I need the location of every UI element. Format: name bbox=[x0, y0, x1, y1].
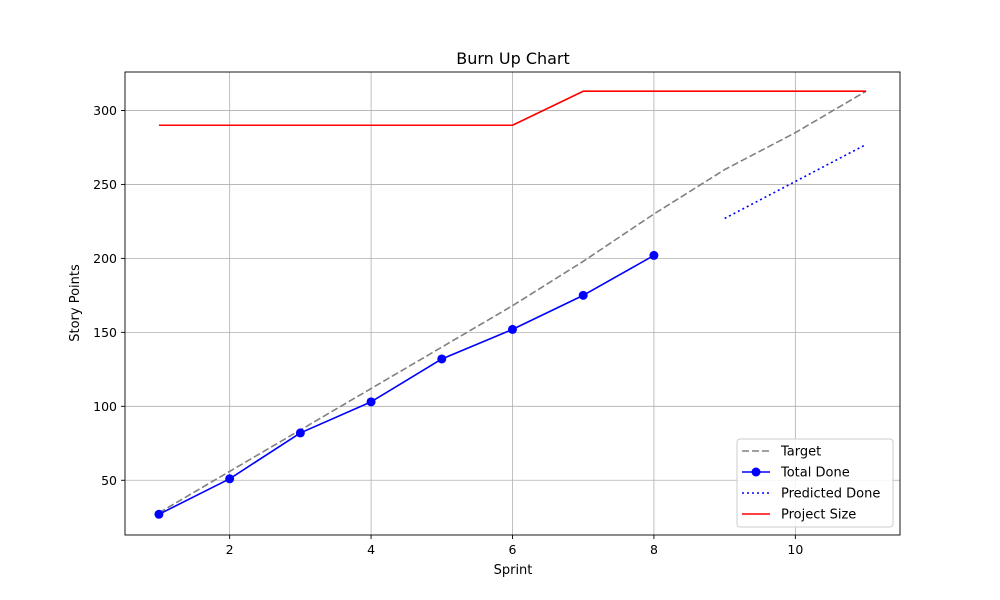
y-tick-label: 150 bbox=[93, 325, 117, 340]
y-tick-label: 200 bbox=[93, 251, 117, 266]
x-tick-label: 2 bbox=[226, 542, 234, 557]
y-tick-label: 100 bbox=[93, 399, 117, 414]
data-point-total-done bbox=[578, 290, 588, 300]
chart-title: Burn Up Chart bbox=[456, 49, 570, 68]
data-point-total-done bbox=[508, 324, 517, 334]
data-point-total-done bbox=[366, 397, 376, 407]
data-point-total-done bbox=[295, 428, 305, 438]
data-point-total-done bbox=[225, 474, 235, 484]
data-point-total-done bbox=[437, 354, 447, 364]
series-line-total-done bbox=[158, 254, 655, 516]
legend-label-project-size: Project Size bbox=[781, 508, 856, 523]
legend-label-target: Target bbox=[780, 445, 821, 460]
x-tick-label: 8 bbox=[650, 542, 658, 557]
series-line-project-size bbox=[158, 90, 867, 127]
data-point-total-done bbox=[649, 250, 659, 260]
y-tick-label: 250 bbox=[93, 177, 117, 192]
legend-label-predicted-done: Predicted Done bbox=[781, 487, 880, 502]
y-tick-label: 50 bbox=[101, 473, 117, 488]
legend-label-total-done: Total Done bbox=[780, 466, 850, 481]
data-point-total-done bbox=[154, 509, 164, 519]
y-axis-label: Story Points bbox=[68, 264, 83, 342]
y-tick-label: 300 bbox=[93, 103, 117, 118]
series-line-predicted-done bbox=[724, 143, 867, 220]
x-tick-label: 10 bbox=[787, 542, 803, 557]
x-tick-label: 6 bbox=[509, 542, 517, 557]
x-axis-label: Sprint bbox=[494, 563, 533, 578]
legend-box bbox=[736, 438, 894, 528]
x-tick-label: 4 bbox=[367, 542, 375, 557]
series-line-target bbox=[158, 90, 867, 514]
legend-marker-total-done bbox=[751, 467, 761, 477]
